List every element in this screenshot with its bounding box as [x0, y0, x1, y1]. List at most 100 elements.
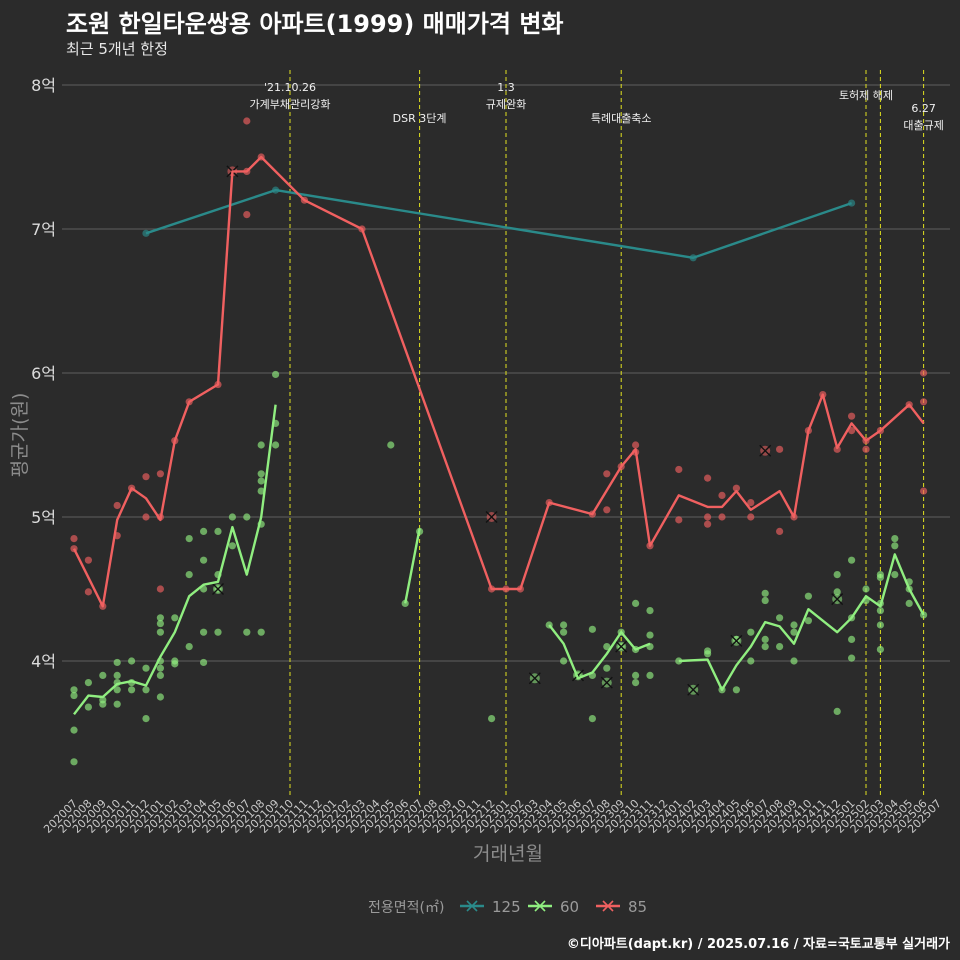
cross-marker-85 — [485, 511, 498, 523]
data-point-60 — [128, 657, 136, 665]
y-tick-label: 8억 — [31, 76, 56, 95]
source-caption: ©디아파트(dapt.kr) / 2025.07.16 / 자료=국토교통부 실… — [566, 937, 950, 952]
data-point-85 — [243, 211, 251, 219]
data-point-60 — [848, 556, 856, 564]
data-point-60 — [99, 696, 107, 704]
data-point-60 — [747, 628, 755, 636]
data-point-60 — [70, 758, 78, 766]
data-point-60 — [185, 643, 193, 651]
legend-key-85 — [596, 900, 620, 912]
y-tick-label: 7억 — [31, 220, 56, 239]
data-point-60 — [876, 621, 885, 629]
data-point-60 — [588, 715, 597, 723]
data-point-85 — [156, 585, 164, 593]
data-point-60 — [156, 671, 164, 680]
data-point-85 — [776, 527, 784, 536]
data-point-60 — [142, 664, 150, 672]
data-point-60 — [603, 664, 611, 672]
data-point-85 — [862, 445, 870, 453]
series-line-60 — [73, 404, 277, 716]
cross-marker-60 — [831, 593, 844, 606]
data-point-85 — [603, 506, 611, 514]
data-point-60 — [228, 513, 236, 521]
data-point-60 — [113, 686, 121, 694]
event-label: '21.10.26 — [264, 81, 316, 94]
data-point-85 — [142, 473, 150, 481]
data-point-60 — [790, 657, 798, 665]
data-point-60 — [156, 664, 164, 672]
data-point-60 — [646, 607, 654, 615]
y-axis-title: 평균가(원) — [9, 393, 31, 478]
data-point-85 — [920, 487, 928, 495]
data-point-85 — [243, 117, 251, 125]
data-point-85 — [632, 441, 640, 449]
series-60 — [70, 370, 928, 766]
data-point-60 — [99, 671, 107, 680]
data-point-60 — [387, 441, 395, 449]
series-85 — [70, 117, 928, 610]
data-point-60 — [646, 671, 654, 680]
data-point-60 — [70, 686, 78, 694]
data-point-60 — [200, 658, 208, 667]
data-point-85 — [747, 513, 755, 521]
cross-marker-60 — [600, 676, 613, 689]
data-point-60 — [891, 571, 899, 579]
x-axis-ticks: 2020072020082020092020102020112020122021… — [41, 797, 944, 836]
data-point-60 — [156, 614, 164, 622]
data-point-60 — [171, 614, 179, 622]
data-point-60 — [776, 614, 784, 622]
data-point-60 — [776, 643, 784, 651]
data-point-60 — [560, 628, 568, 636]
event-label: 가계부채관리강화 — [250, 98, 331, 111]
y-tick-label: 4억 — [31, 652, 56, 671]
event-label: 토허제 해제 — [839, 88, 893, 102]
data-point-60 — [142, 686, 150, 694]
data-point-60 — [156, 693, 164, 701]
data-point-60 — [214, 628, 222, 636]
data-point-60 — [185, 535, 193, 543]
data-point-60 — [603, 643, 611, 651]
data-point-60 — [848, 635, 856, 644]
data-point-60 — [632, 599, 640, 608]
data-point-60 — [560, 657, 568, 665]
data-point-60 — [257, 477, 265, 485]
data-point-60 — [761, 643, 769, 651]
series-line-60 — [404, 528, 421, 604]
cross-marker-60 — [687, 683, 700, 696]
data-point-60 — [732, 686, 741, 694]
data-point-60 — [632, 679, 640, 687]
chart-subtitle: 최근 5개년 한정 — [66, 40, 168, 58]
data-point-60 — [862, 585, 870, 593]
cross-marker-60 — [615, 640, 628, 653]
series-layer — [70, 117, 928, 766]
data-point-85 — [718, 491, 726, 499]
event-label: 6.27 — [911, 102, 936, 115]
y-tick-label: 6억 — [31, 364, 56, 383]
data-point-60 — [761, 635, 769, 644]
data-point-60 — [200, 628, 208, 636]
data-point-60 — [761, 589, 769, 597]
event-label: 특례대출축소 — [591, 112, 652, 125]
data-point-60 — [228, 542, 236, 550]
cross-marker-60 — [212, 583, 224, 595]
data-point-85 — [776, 445, 784, 453]
data-point-60 — [257, 441, 265, 449]
data-point-85 — [142, 513, 150, 521]
data-point-60 — [905, 599, 913, 608]
legend-key-60 — [528, 900, 552, 912]
data-point-85 — [833, 445, 841, 453]
data-point-60 — [272, 441, 280, 449]
data-point-60 — [113, 700, 121, 708]
data-point-60 — [804, 592, 813, 600]
series-line-85 — [72, 155, 925, 608]
data-point-60 — [272, 370, 280, 379]
data-point-85 — [704, 474, 712, 482]
data-point-60 — [113, 671, 121, 680]
data-point-60 — [257, 487, 265, 495]
data-point-60 — [70, 691, 78, 700]
data-point-85 — [718, 513, 726, 521]
data-point-60 — [488, 715, 496, 723]
data-point-85 — [675, 465, 683, 474]
legend-label-60: 60 — [560, 898, 579, 916]
